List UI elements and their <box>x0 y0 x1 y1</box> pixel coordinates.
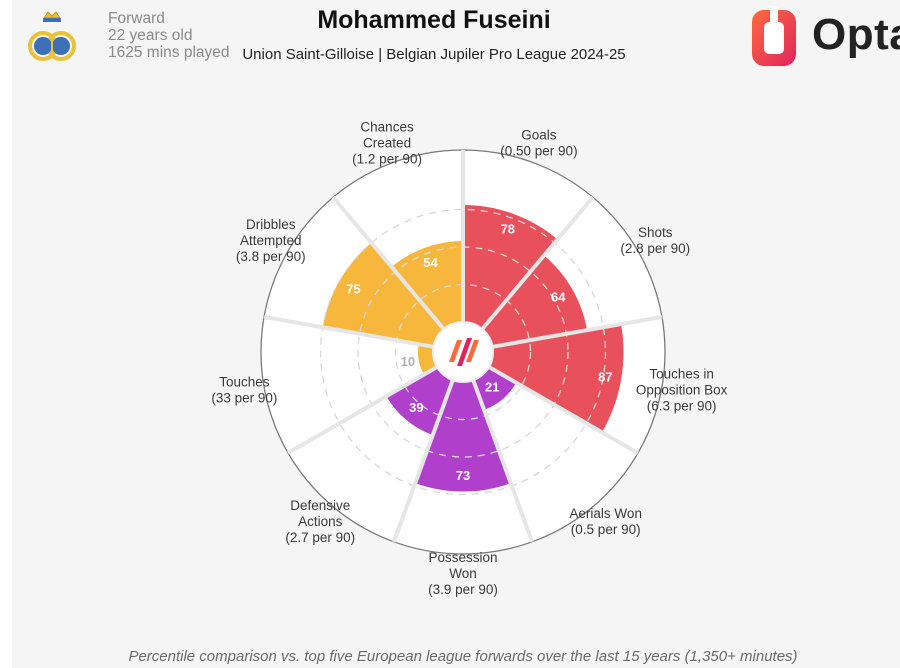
bar-defensive-actions <box>386 367 453 436</box>
opta-wordmark: Opta <box>812 10 900 59</box>
spoke <box>480 195 595 331</box>
spoke <box>492 314 663 349</box>
category-label: Touches (33 per 90) <box>211 375 277 406</box>
player-age: 22 years old <box>108 27 193 44</box>
bar-touches-in-opposition-box <box>488 324 624 433</box>
value-label: 39 <box>409 400 423 415</box>
spoke <box>471 379 534 543</box>
spoke <box>287 365 439 455</box>
value-label: 21 <box>485 379 499 394</box>
value-label: 73 <box>456 468 470 483</box>
bar-goals <box>463 205 558 330</box>
spoke <box>392 379 455 543</box>
spoke <box>331 195 446 331</box>
grid-ring <box>319 208 607 496</box>
page-subtitle: Union Saint-Gilloise | Belgian Jupiler P… <box>242 46 626 63</box>
opta-logo-icon <box>752 6 796 66</box>
minutes-played: 1625 mins played <box>108 44 230 61</box>
player-meta: Forward 22 years old 1625 mins played <box>108 10 230 61</box>
page-title: Mohammed Fuseini <box>317 6 551 34</box>
category-label: Goals (0.50 per 90) <box>500 127 577 158</box>
value-label: 78 <box>501 221 515 236</box>
bar-dribbles-attempted <box>322 242 444 347</box>
player-position: Forward <box>108 10 165 27</box>
bar-possession-won <box>415 380 511 492</box>
spoke <box>263 314 434 349</box>
category-label: Touches in Opposition Box (6.3 per 90) <box>636 367 728 414</box>
category-label: Shots (2.8 per 90) <box>620 225 690 256</box>
category-label: Defensive Actions (2.7 per 90) <box>285 498 355 545</box>
value-label: 10 <box>401 354 415 369</box>
center-logo-icon <box>449 338 479 366</box>
value-label: 54 <box>423 255 438 270</box>
value-label: 87 <box>598 370 612 385</box>
spoke <box>487 365 639 455</box>
header: Forward 22 years old 1625 mins played Mo… <box>0 0 900 80</box>
value-label: 75 <box>346 281 360 296</box>
category-label: Chances Created (1.2 per 90) <box>352 119 422 166</box>
bar-chances-created <box>391 241 463 330</box>
footnote: Percentile comparison vs. top five Europ… <box>128 648 798 665</box>
club-crest-icon <box>28 11 76 61</box>
category-label: Dribbles Attempted (3.8 per 90) <box>236 217 306 264</box>
bar-shots <box>482 255 588 347</box>
category-label: Possession Won (3.9 per 90) <box>428 550 498 597</box>
opta-logo: Opta <box>748 6 900 70</box>
value-label: 64 <box>551 290 566 305</box>
category-label: Aerials Won (0.5 per 90) <box>569 506 642 537</box>
